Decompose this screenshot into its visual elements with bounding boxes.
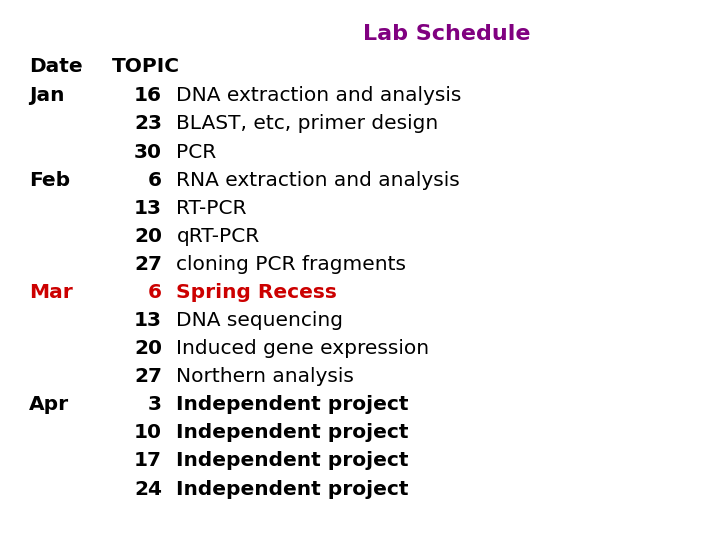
- Text: cloning PCR fragments: cloning PCR fragments: [176, 255, 406, 274]
- Text: 16: 16: [134, 86, 162, 105]
- Text: 6: 6: [148, 283, 162, 302]
- Text: Independent project: Independent project: [176, 480, 409, 498]
- Text: 20: 20: [134, 339, 162, 358]
- Text: Spring Recess: Spring Recess: [176, 283, 337, 302]
- Text: 27: 27: [134, 255, 162, 274]
- Text: Apr: Apr: [29, 395, 69, 414]
- Text: Lab Schedule: Lab Schedule: [363, 24, 530, 44]
- Text: BLAST, etc, primer design: BLAST, etc, primer design: [176, 114, 438, 133]
- Text: Jan: Jan: [29, 86, 64, 105]
- Text: Feb: Feb: [29, 171, 70, 190]
- Text: Independent project: Independent project: [176, 451, 409, 470]
- Text: Northern analysis: Northern analysis: [176, 367, 354, 386]
- Text: qRT-PCR: qRT-PCR: [176, 227, 260, 246]
- Text: Date: Date: [29, 57, 82, 76]
- Text: 13: 13: [134, 199, 162, 218]
- Text: 13: 13: [134, 311, 162, 330]
- Text: PCR: PCR: [176, 143, 217, 161]
- Text: Mar: Mar: [29, 283, 73, 302]
- Text: Induced gene expression: Induced gene expression: [176, 339, 430, 358]
- Text: 17: 17: [134, 451, 162, 470]
- Text: 6: 6: [148, 171, 162, 190]
- Text: 10: 10: [134, 423, 162, 442]
- Text: 23: 23: [134, 114, 162, 133]
- Text: DNA sequencing: DNA sequencing: [176, 311, 343, 330]
- Text: 20: 20: [134, 227, 162, 246]
- Text: TOPIC: TOPIC: [112, 57, 179, 76]
- Text: Independent project: Independent project: [176, 395, 409, 414]
- Text: Independent project: Independent project: [176, 423, 409, 442]
- Text: RNA extraction and analysis: RNA extraction and analysis: [176, 171, 460, 190]
- Text: 27: 27: [134, 367, 162, 386]
- Text: RT-PCR: RT-PCR: [176, 199, 247, 218]
- Text: 3: 3: [148, 395, 162, 414]
- Text: 24: 24: [134, 480, 162, 498]
- Text: DNA extraction and analysis: DNA extraction and analysis: [176, 86, 462, 105]
- Text: 30: 30: [134, 143, 162, 161]
